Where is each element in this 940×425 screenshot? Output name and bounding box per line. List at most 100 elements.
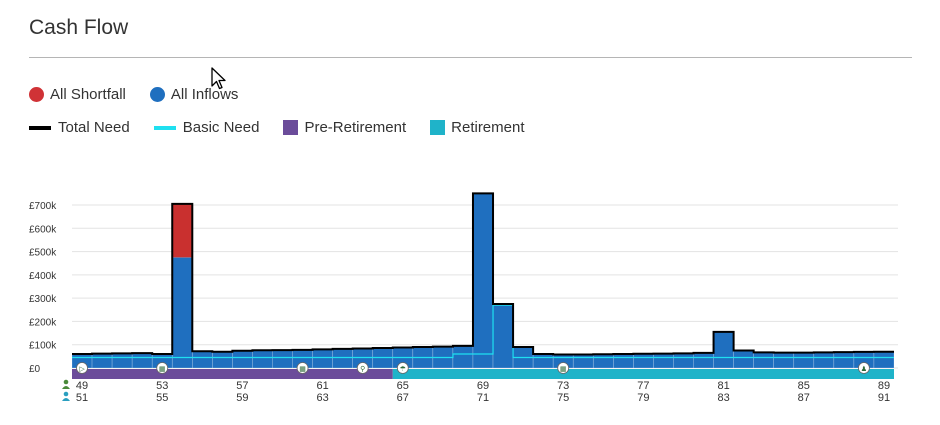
total-need-line: [72, 192, 894, 356]
event-marker-circle: [396, 362, 409, 374]
age-label-primary: 73: [557, 380, 569, 392]
person-head: [63, 379, 69, 385]
age-label-secondary: 91: [878, 392, 890, 404]
y-tick-label: £100k: [29, 341, 57, 352]
age-label-secondary: 51: [76, 392, 88, 404]
inflow-bar: [833, 351, 855, 369]
retirement-band: [392, 369, 894, 379]
legend-label: Retirement: [451, 119, 525, 136]
inflow-bar: [272, 349, 293, 369]
inflow-bar: [472, 193, 494, 369]
y-tick-label: £0: [29, 364, 41, 375]
inflow-bar: [673, 353, 694, 369]
inflow-bar: [232, 350, 253, 369]
primary-person-icon: [62, 379, 70, 389]
search-icon: ⚲: [356, 362, 369, 374]
person-head: [63, 391, 69, 397]
age-label-secondary: 55: [156, 392, 168, 404]
legend-row-2: Total Need Basic Need Pre-Retirement Retire…: [29, 119, 549, 136]
legend-swatch: [430, 120, 446, 135]
legend-item-total-need[interactable]: Total Need: [29, 119, 130, 136]
inflow-bar: [191, 350, 213, 369]
age-label-primary: 89: [878, 380, 890, 392]
legend-item-all-inflows[interactable]: All Inflows: [149, 86, 239, 103]
age-label-primary: 77: [637, 380, 649, 392]
inflow-bar: [91, 353, 113, 369]
event-marker-glyph: ♟: [861, 365, 867, 373]
event-marker-glyph: ▷: [79, 366, 85, 373]
inflow-bar: [753, 352, 775, 369]
calendar-icon: ▦: [156, 362, 169, 374]
inflow-bar: [733, 350, 754, 369]
inflow-bar: [592, 353, 614, 369]
inflow-bar: [492, 303, 514, 369]
y-tick-label: £300k: [29, 294, 57, 305]
play-icon: ▷: [76, 362, 88, 374]
shortfall-bar: [172, 203, 193, 258]
inflow-bar: [653, 353, 674, 369]
inflow-bar: [332, 348, 353, 369]
event-marker-circle: [156, 362, 169, 374]
event-marker-circle: [858, 362, 870, 374]
calendar-icon: ▦: [557, 362, 570, 374]
age-label-secondary: 67: [397, 392, 409, 404]
pre-retirement-band: [72, 369, 393, 379]
calendar-icon: ▦: [296, 362, 309, 374]
inflow-bar: [713, 331, 734, 369]
secondary-person-icon: [62, 391, 70, 401]
event-marker-circle: [356, 362, 369, 374]
sunshade-icon: ☂: [396, 362, 409, 374]
y-tick-label: £500k: [29, 248, 57, 259]
event-marker-glyph: ☂: [400, 365, 406, 373]
inflow-bar: [773, 352, 795, 369]
age-label-secondary: 59: [236, 392, 248, 404]
legend-item-retirement[interactable]: Retirement: [430, 119, 525, 136]
age-label-primary: 81: [717, 380, 729, 392]
inflow-bar: [793, 352, 815, 369]
legend-swatch: [153, 125, 176, 130]
page-title: Cash Flow: [29, 16, 129, 39]
inflow-bar: [212, 351, 233, 369]
inflow-bar: [171, 257, 193, 369]
y-tick-label: £200k: [29, 317, 57, 328]
inflow-bar: [633, 353, 654, 369]
age-label-secondary: 71: [477, 392, 489, 404]
y-tick-label: £600k: [29, 224, 57, 235]
legend-row-1: All Shortfall All Inflows: [29, 86, 262, 103]
event-marker-circle: [296, 362, 309, 374]
event-marker-glyph: ▦: [299, 366, 306, 373]
age-label-primary: 61: [316, 380, 328, 392]
legend-item-all-shortfall[interactable]: All Shortfall: [29, 86, 126, 103]
y-tick-label: £400k: [29, 271, 57, 282]
event-marker-glyph: ▦: [560, 366, 567, 373]
inflow-bar: [532, 353, 554, 369]
age-label-primary: 49: [76, 380, 88, 392]
event-marker-circle: [557, 362, 570, 374]
event-marker-glyph: ⚲: [360, 365, 365, 373]
inflow-bar: [572, 354, 594, 369]
event-marker-glyph: ▦: [159, 366, 166, 373]
age-label-secondary: 75: [557, 392, 569, 404]
legend-item-basic-need[interactable]: Basic Need: [153, 119, 259, 136]
event-marker-circle: [76, 362, 88, 374]
inflow-bar: [452, 345, 474, 369]
inflow-bar: [693, 352, 714, 369]
title-divider: [29, 57, 912, 58]
age-label-secondary: 87: [798, 392, 810, 404]
legend-label: All Inflows: [170, 86, 239, 103]
legend-item-pre-retirement[interactable]: Pre-Retirement: [283, 119, 406, 136]
legend-label: Pre-Retirement: [304, 119, 407, 136]
inflow-bar: [111, 353, 133, 369]
inflow-bar: [813, 352, 835, 369]
legend-swatch: [29, 125, 51, 130]
legend-swatch: [149, 87, 165, 102]
legend-swatch: [283, 120, 299, 135]
legend-label: Total Need: [58, 119, 130, 136]
age-label-secondary: 79: [637, 392, 649, 404]
age-label-primary: 57: [236, 380, 248, 392]
age-label-secondary: 63: [316, 392, 328, 404]
inflow-bar: [613, 353, 634, 369]
inflow-bar: [312, 349, 333, 369]
age-label-primary: 85: [798, 380, 810, 392]
